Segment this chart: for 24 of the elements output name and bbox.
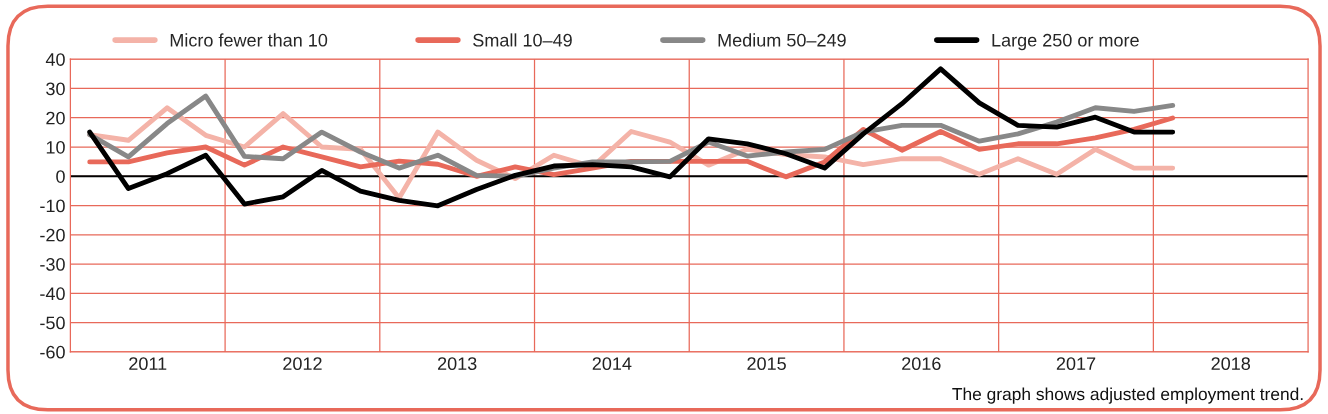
y-tick-label: -60 [40, 345, 65, 359]
legend-label: Micro fewer than 10 [170, 33, 328, 47]
y-tick-label: -20 [40, 228, 65, 242]
text: The graph shows adjusted employment trend. [952, 387, 1303, 404]
x-tick-label: 2013 [437, 357, 477, 371]
x-tick-label: 2016 [902, 357, 941, 371]
y-tick-label: -50 [40, 316, 65, 330]
legend-label: Small 10–49 [473, 33, 572, 47]
legend-label: Large 250 or more [992, 33, 1139, 51]
y-tick-label: 30 [46, 82, 65, 96]
y-tick-label: -40 [40, 287, 65, 301]
legend-label: Medium 50–249 [718, 33, 846, 47]
x-tick-label: 2011 [129, 357, 167, 371]
y-tick-label: -10 [40, 199, 65, 213]
y-tick-label: 0 [56, 170, 65, 183]
x-tick-label: 2018 [1211, 357, 1251, 371]
y-tick-label: 40 [45, 53, 65, 66]
x-tick-label: 2014 [592, 357, 632, 371]
x-tick-label: 2012 [283, 357, 322, 371]
y-tick-label: 20 [46, 111, 65, 125]
x-tick-label: 2015 [747, 357, 786, 371]
x-tick-label: 2017 [1056, 357, 1096, 371]
y-tick-label: 10 [46, 140, 65, 154]
y-tick-label: -30 [40, 258, 65, 271]
